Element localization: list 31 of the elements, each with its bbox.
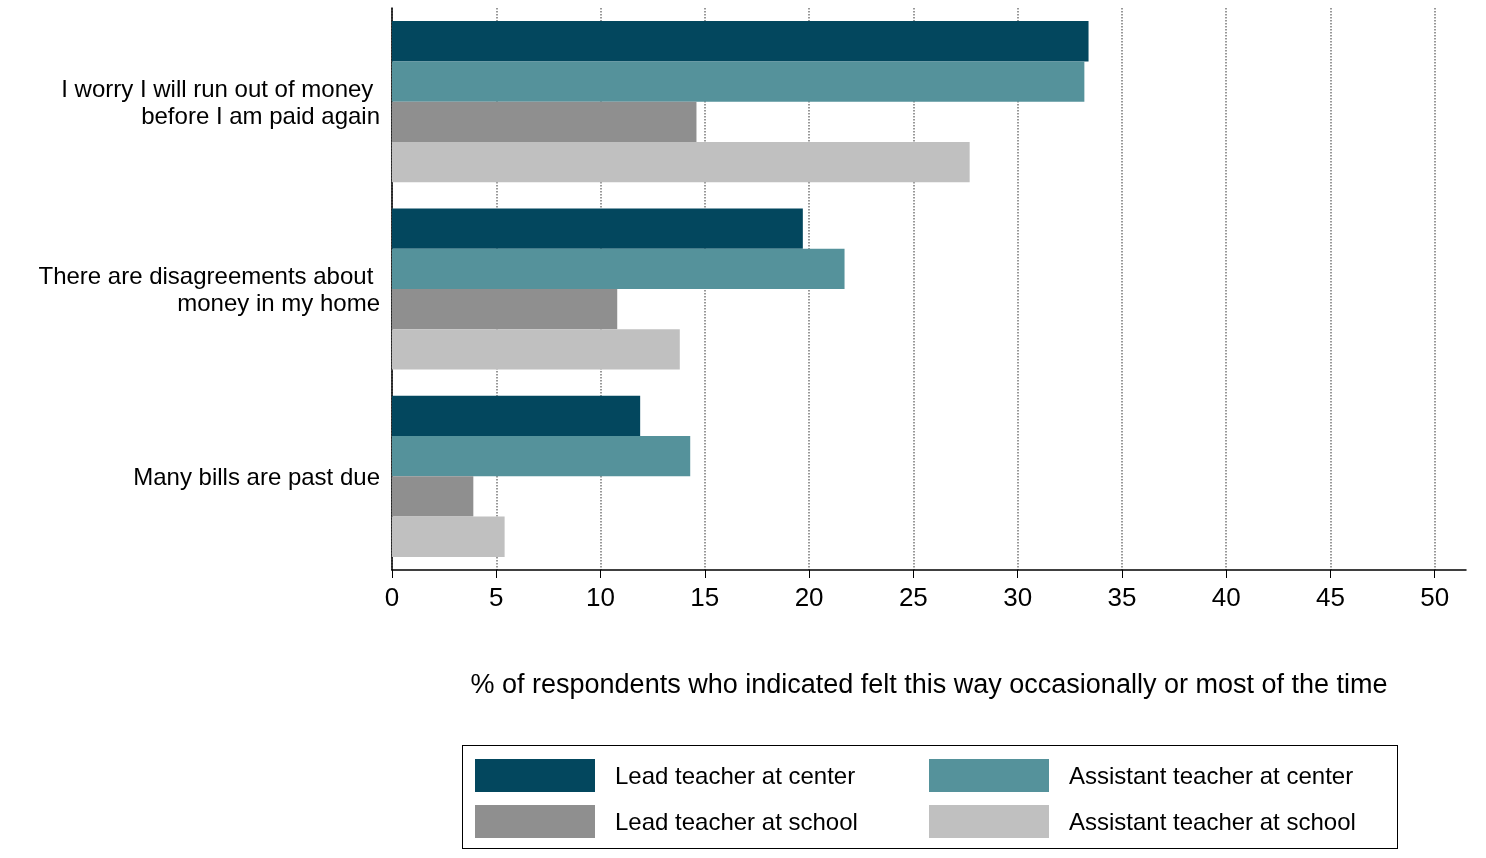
bar <box>392 436 691 477</box>
x-tick-label: 0 <box>384 582 400 612</box>
legend-label: Lead teacher at center <box>615 761 856 790</box>
x-tick-label: 40 <box>1211 582 1241 612</box>
bar <box>392 329 680 370</box>
legend-label: Assistant teacher at center <box>1069 761 1354 790</box>
x-tick-label: 35 <box>1107 582 1137 612</box>
x-tick-label: 30 <box>1003 582 1033 612</box>
bar <box>392 101 697 142</box>
x-tick-label: 45 <box>1315 582 1345 612</box>
x-tick-label: 50 <box>1420 582 1450 612</box>
x-tick-label: 10 <box>586 582 615 612</box>
x-tick-label: 25 <box>898 582 928 612</box>
y-tick-label: There are disagreements about money in my home <box>38 262 380 316</box>
bar <box>392 476 474 517</box>
bar <box>392 395 641 437</box>
bar <box>392 61 1085 102</box>
bar <box>392 289 618 330</box>
bar <box>392 21 1089 62</box>
bar <box>392 248 845 289</box>
x-tick-label: 5 <box>489 582 504 612</box>
bar <box>392 516 505 557</box>
x-axis-title: % of respondents who indicated felt this way occasionally or most of the time <box>470 668 1388 699</box>
bar <box>392 141 970 183</box>
x-tick-label: 20 <box>794 582 824 612</box>
bar <box>392 208 803 249</box>
y-tick-label: Many bills are past due <box>133 462 380 490</box>
x-tick-label: 15 <box>690 582 720 612</box>
legend-label: Lead teacher at school <box>615 807 858 836</box>
y-tick-label: I worry I will run out of money before I am paid again <box>61 74 380 129</box>
legend-label: Assistant teacher at school <box>1069 807 1356 836</box>
